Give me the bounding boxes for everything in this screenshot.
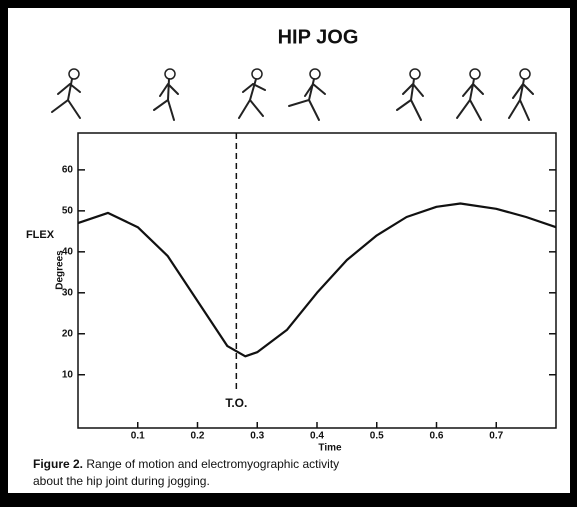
x-tick-label: 0.2 xyxy=(191,431,205,442)
y-tick-label: 50 xyxy=(62,205,74,216)
x-tick-label: 0.3 xyxy=(250,431,264,442)
y-tick-label: 20 xyxy=(62,328,74,339)
caption-label: Figure 2. xyxy=(33,457,83,471)
x-axis-label: Time xyxy=(318,443,342,454)
y-tick-label: 10 xyxy=(62,369,74,380)
x-tick-label: 0.5 xyxy=(370,431,384,442)
x-tick-label: 0.4 xyxy=(310,431,324,442)
caption-text: Range of motion and electromyographic ac… xyxy=(86,457,339,471)
x-tick-label: 0.1 xyxy=(131,431,145,442)
flex-label: FLEX xyxy=(26,229,55,241)
x-tick-label: 0.6 xyxy=(430,431,444,442)
y-axis-label: Degrees xyxy=(55,250,66,290)
stick-figures xyxy=(51,68,534,121)
plot-frame xyxy=(77,132,557,429)
x-tick-label: 0.7 xyxy=(489,431,503,442)
chart: HIP JOG FLEX Degrees Time Figure 2. Rang… xyxy=(8,8,570,493)
caption-2: about the hip joint during jogging. xyxy=(33,474,210,488)
toe-off-label: T.O. xyxy=(225,396,247,410)
y-tick-label: 30 xyxy=(62,287,74,298)
y-tick-label: 40 xyxy=(62,246,74,257)
chart-title: HIP JOG xyxy=(278,26,359,48)
series-line xyxy=(77,202,557,358)
y-tick-label: 60 xyxy=(62,165,74,176)
caption-1: Figure 2. Range of motion and electromyo… xyxy=(33,457,339,471)
